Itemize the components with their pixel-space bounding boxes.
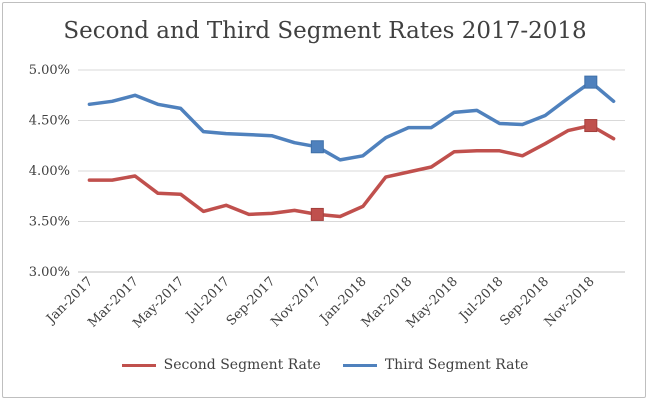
y-tick-label: 4.00% <box>29 164 70 179</box>
chart-legend: Second Segment Rate Third Segment Rate <box>0 357 650 373</box>
legend-label-second: Second Segment Rate <box>163 357 321 373</box>
y-tick-label: 4.50% <box>29 114 70 129</box>
series-marker-second <box>584 119 598 133</box>
series-marker-third <box>584 75 598 89</box>
x-tick-label: Nov-2017 <box>268 274 324 330</box>
y-tick-label: 5.00% <box>29 63 70 78</box>
legend-swatch-second <box>121 363 156 367</box>
chart-frame <box>2 2 646 398</box>
series-marker-second <box>310 207 324 221</box>
series-marker-third <box>310 140 324 154</box>
legend-item-third: Third Segment Rate <box>342 357 529 373</box>
chart-title: Second and Third Segment Rates 2017-2018 <box>63 18 587 44</box>
x-tick-label: Nov-2018 <box>542 274 598 330</box>
series-line-second <box>87 123 616 219</box>
legend-item-second: Second Segment Rate <box>121 357 321 373</box>
y-tick-label: 3.00% <box>29 265 70 280</box>
legend-label-third: Third Segment Rate <box>384 357 529 373</box>
y-tick-label: 3.50% <box>29 215 70 230</box>
legend-swatch-third <box>342 363 377 367</box>
series-line-third <box>87 80 616 162</box>
